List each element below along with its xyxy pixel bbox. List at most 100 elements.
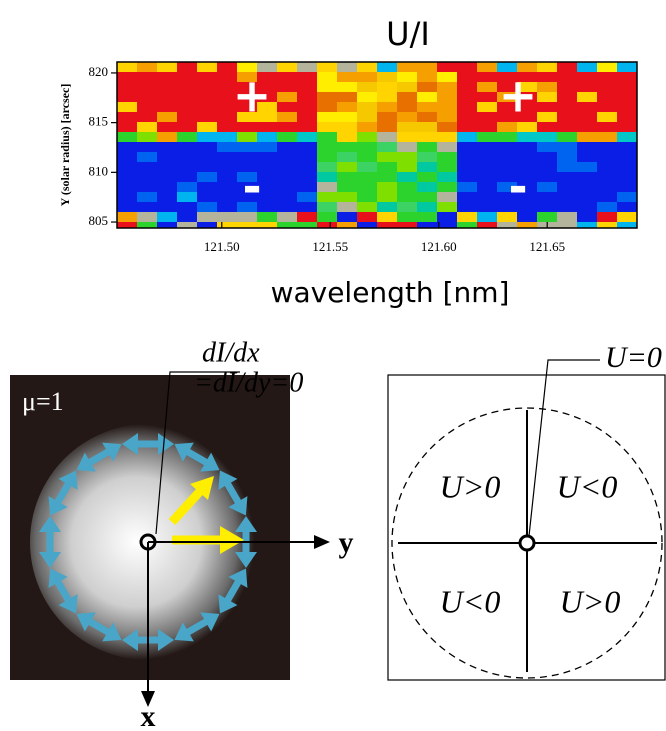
heat-cell bbox=[397, 82, 417, 92]
heat-cell bbox=[617, 152, 637, 162]
heat-cell bbox=[197, 92, 217, 102]
heat-cell bbox=[477, 62, 497, 72]
heat-cell bbox=[477, 92, 497, 102]
heat-cell bbox=[277, 162, 297, 172]
heat-cell bbox=[137, 212, 157, 222]
heat-cell bbox=[297, 132, 317, 142]
heat-cell bbox=[137, 182, 157, 192]
heat-cell bbox=[337, 72, 357, 82]
heat-cell bbox=[117, 212, 137, 222]
center-mark bbox=[520, 536, 534, 550]
heat-cell bbox=[457, 82, 477, 92]
heat-cell bbox=[437, 142, 457, 152]
heat-cell bbox=[337, 182, 357, 192]
heat-cell bbox=[177, 122, 197, 132]
heat-cell bbox=[517, 212, 537, 222]
heat-cell bbox=[577, 142, 597, 152]
heat-cell bbox=[457, 62, 477, 72]
heat-cell bbox=[617, 62, 637, 72]
heat-cell bbox=[197, 102, 217, 112]
heat-cell bbox=[457, 142, 477, 152]
heat-cell bbox=[277, 172, 297, 182]
heat-cell bbox=[157, 162, 177, 172]
heat-cell bbox=[457, 92, 477, 102]
heat-cell bbox=[477, 142, 497, 152]
heat-cell bbox=[157, 192, 177, 202]
heat-cell bbox=[117, 92, 137, 102]
heat-cell bbox=[417, 92, 437, 102]
heat-cell bbox=[537, 132, 557, 142]
heat-cell bbox=[477, 212, 497, 222]
heat-cell bbox=[397, 102, 417, 112]
heat-cell bbox=[157, 82, 177, 92]
heat-cell bbox=[297, 182, 317, 192]
heat-cell bbox=[557, 72, 577, 82]
heat-cell bbox=[617, 122, 637, 132]
heat-cell bbox=[477, 102, 497, 112]
heat-cell bbox=[217, 182, 237, 192]
heat-cell bbox=[417, 192, 437, 202]
heat-cell bbox=[557, 152, 577, 162]
heat-cell bbox=[377, 122, 397, 132]
heat-cell bbox=[197, 132, 217, 142]
heat-cell bbox=[617, 142, 637, 152]
heat-cell bbox=[437, 212, 457, 222]
heat-cell bbox=[337, 92, 357, 102]
heat-cell bbox=[317, 222, 337, 228]
heat-cell bbox=[137, 202, 157, 212]
heat-cell bbox=[137, 102, 157, 112]
heat-cell bbox=[377, 192, 397, 202]
heat-cell bbox=[397, 202, 417, 212]
heat-cell bbox=[417, 82, 437, 92]
heat-cell bbox=[117, 112, 137, 122]
heat-cell bbox=[117, 192, 137, 202]
heat-cell bbox=[617, 172, 637, 182]
heat-cell bbox=[117, 72, 137, 82]
heat-cell bbox=[317, 142, 337, 152]
quadrant-label: U<0 bbox=[440, 583, 501, 619]
heat-cell bbox=[417, 102, 437, 112]
heat-cell bbox=[257, 132, 277, 142]
heat-cell bbox=[397, 92, 417, 102]
heat-cell bbox=[457, 72, 477, 82]
heat-cell bbox=[197, 222, 217, 228]
heat-cell bbox=[337, 102, 357, 112]
heat-cell bbox=[557, 82, 577, 92]
heat-cell bbox=[117, 122, 137, 132]
heat-cell bbox=[357, 222, 377, 228]
heat-cell bbox=[217, 152, 237, 162]
heat-cell bbox=[397, 162, 417, 172]
heat-cell bbox=[437, 102, 457, 112]
heat-cell bbox=[457, 182, 477, 192]
heat-cell bbox=[237, 142, 257, 152]
heat-cell bbox=[557, 122, 577, 132]
heat-cell bbox=[417, 112, 437, 122]
heat-cell bbox=[397, 112, 417, 122]
heat-cell bbox=[597, 222, 617, 228]
x-tick-label: 121.55 bbox=[312, 239, 348, 254]
heat-cell bbox=[217, 162, 237, 172]
heat-cell bbox=[617, 202, 637, 212]
heat-cell bbox=[457, 222, 477, 228]
heat-cell bbox=[157, 222, 177, 228]
heat-cell bbox=[617, 192, 637, 202]
heat-cell bbox=[317, 192, 337, 202]
heat-cell bbox=[117, 62, 137, 72]
heat-cell bbox=[337, 62, 357, 72]
heat-cell bbox=[617, 132, 637, 142]
heat-cell bbox=[397, 152, 417, 162]
heat-cell bbox=[397, 72, 417, 82]
heat-cell bbox=[297, 92, 317, 102]
x-tick-label: 121.60 bbox=[421, 239, 457, 254]
heat-cell bbox=[577, 152, 597, 162]
heat-cell bbox=[337, 172, 357, 182]
heat-cell bbox=[437, 182, 457, 192]
heat-cell bbox=[377, 142, 397, 152]
y-tick-label: 810 bbox=[89, 163, 109, 178]
heat-cell bbox=[397, 222, 417, 228]
heat-cell bbox=[457, 202, 477, 212]
heat-cell bbox=[437, 222, 457, 228]
heat-cell bbox=[197, 212, 217, 222]
heat-cell bbox=[437, 82, 457, 92]
heat-cell bbox=[317, 122, 337, 132]
